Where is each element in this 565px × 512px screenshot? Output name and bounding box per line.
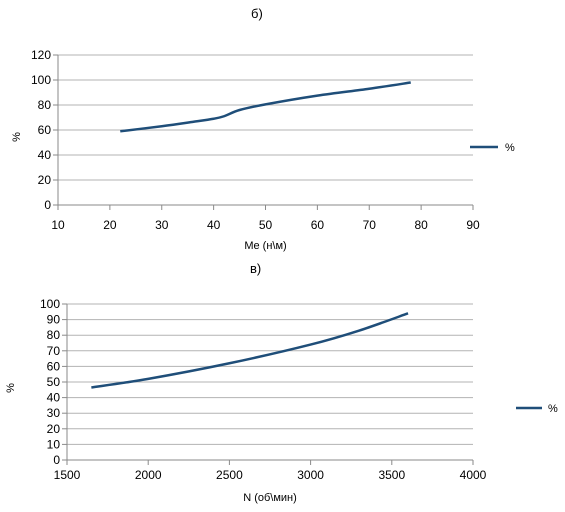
chart-b-y-tick-label: 60 <box>38 123 52 137</box>
chart-b-y-tick-label: 40 <box>38 148 52 162</box>
chart-b-x-axis-title: Me (н\м) <box>244 240 286 252</box>
chart-v-x-tick-label: 2500 <box>216 468 243 482</box>
chart-v-y-tick-label: 70 <box>47 344 61 358</box>
chart-b-panel-label: б) <box>251 6 263 21</box>
chart-v-x-axis-title: N (об\мин) <box>243 492 297 504</box>
chart-v-y-axis-title: % <box>5 383 17 393</box>
chart-b-x-tick-label: 90 <box>466 218 480 232</box>
chart-b-x-tick-label: 80 <box>414 218 428 232</box>
chart-v-x-tick-label: 4000 <box>460 468 487 482</box>
chart-v-y-tick-label: 0 <box>53 453 60 467</box>
chart-v-y-tick-label: 90 <box>47 313 61 327</box>
chart-v-y-tick-label: 20 <box>47 422 61 436</box>
chart-b-x-tick-label: 10 <box>51 218 65 232</box>
chart-b-series-line <box>120 81 411 133</box>
chart-v-x-tick-label: 3500 <box>378 468 405 482</box>
chart-v-y-tick-label: 60 <box>47 359 61 373</box>
chart-b-y-axis-title: % <box>11 132 23 142</box>
chart-b-x-tick-label: 50 <box>259 218 273 232</box>
chart-b-y-tick-label: 80 <box>38 98 52 112</box>
chart-b-y-tick-label: 20 <box>38 173 52 187</box>
chart-v-y-tick-label: 10 <box>47 437 61 451</box>
chart-v-panel-label: в) <box>250 261 262 276</box>
chart-v-y-tick-label: 50 <box>47 375 61 389</box>
chart-v-y-tick-label: 80 <box>47 328 61 342</box>
chart-b-y-tick-label: 100 <box>31 73 51 87</box>
chart-v-y-tick-label: 30 <box>47 406 61 420</box>
chart-v-y-tick-label: 40 <box>47 391 61 405</box>
chart-v-x-tick-label: 2000 <box>135 468 162 482</box>
chart-v-y-tick-label: 100 <box>40 297 60 311</box>
chart-v-x-tick-label: 1500 <box>54 468 81 482</box>
chart-b-legend-label: % <box>505 142 515 154</box>
chart-b-y-tick-label: 0 <box>44 198 51 212</box>
chart-v-x-tick-label: 3000 <box>297 468 324 482</box>
chart-b-x-tick-label: 40 <box>207 218 221 232</box>
chart-b-x-tick-label: 60 <box>311 218 325 232</box>
chart-b-x-tick-label: 30 <box>155 218 169 232</box>
chart-b-y-tick-label: 120 <box>31 48 51 62</box>
chart-b: 0 20 40 60 80 100 120 10 20 30 40 50 60 70 80 90 Me (н\м… <box>11 48 515 252</box>
chart-b-x-tick-label: 70 <box>363 218 377 232</box>
chart-b-x-tick-label: 20 <box>103 218 117 232</box>
chart-v-series-line <box>91 312 409 389</box>
chart-v-legend-label: % <box>548 403 558 415</box>
